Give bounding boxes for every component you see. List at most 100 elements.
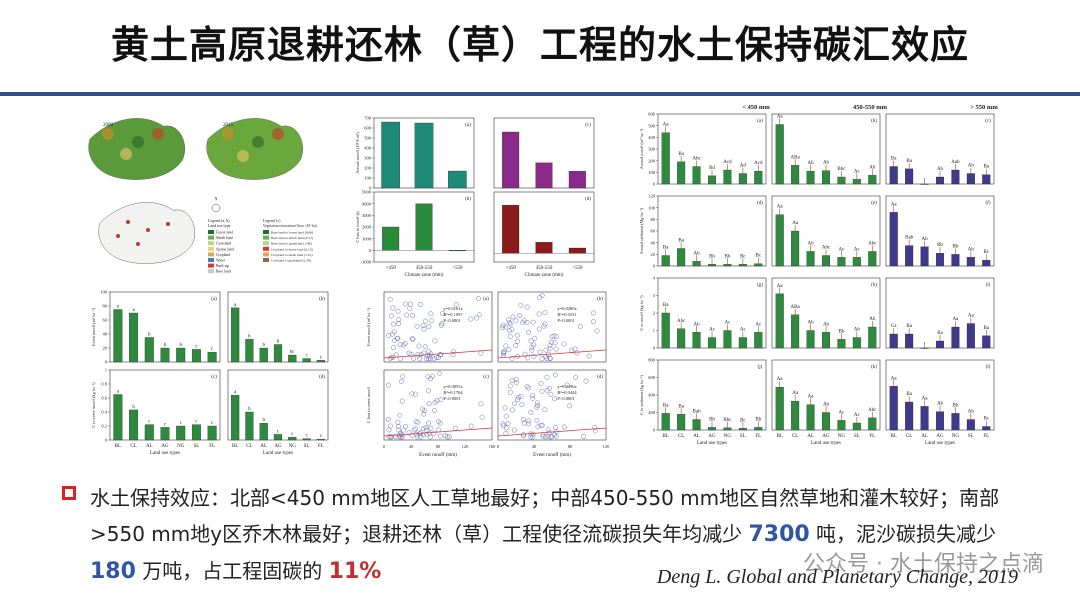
legend2-item: Bare land to forest land (9.06) — [271, 231, 314, 235]
scatter-point — [507, 328, 512, 334]
scatter-point — [586, 353, 592, 359]
scatter-point — [396, 427, 402, 433]
page-title: 黄土高原退耕还林（草）工程的水土保持碳汇效应 — [110, 23, 969, 67]
sig-letter: Ac — [839, 410, 846, 415]
scatter-point — [530, 395, 536, 401]
scatter-point — [536, 326, 542, 332]
scatter-point — [428, 425, 434, 431]
legend-swatch — [208, 241, 214, 246]
y-tick-label: 0.8 — [101, 382, 107, 387]
zone-landuse-svg: < 450 mm 450-550 mm > 550 mm Aa Ba Abc Bd Acd Ad… — [639, 104, 998, 446]
column-header: 450-550 mm — [853, 104, 888, 111]
scatter-point — [518, 394, 524, 399]
summary-part-3: 万吨，占工程固碳的 — [135, 559, 329, 583]
x-tick-label: 0 — [497, 444, 500, 449]
sig-letter: b — [179, 343, 182, 348]
scatter-point — [552, 396, 557, 402]
scatter-point — [408, 301, 413, 307]
scatter-point — [415, 352, 421, 358]
bar — [868, 175, 877, 185]
sig-letter: Ab — [808, 321, 815, 326]
tick-label: CL — [678, 434, 684, 439]
scatter-point — [398, 378, 404, 384]
scatter-point — [521, 420, 527, 426]
tick-label: BL — [232, 444, 238, 449]
bar-panel: a b b b bc c c (b) — [227, 291, 329, 363]
bar — [951, 326, 960, 349]
bar — [113, 394, 123, 441]
y-tick-label: 600 — [648, 375, 656, 380]
y-tick-label: 0 — [653, 428, 656, 433]
scatter-point — [592, 425, 598, 430]
y-tick-label: 2 — [653, 311, 655, 316]
climate-zone-svg: 0 100 200 300 400 500 600 700 (a) Annual runoff (… — [355, 116, 595, 278]
bar — [692, 166, 701, 185]
sig-letter: Bb — [839, 329, 845, 334]
panel-letter: (b) — [319, 297, 325, 302]
sig-letter: Aa — [922, 396, 929, 401]
sig-letter: c — [195, 344, 198, 349]
scatter-point — [453, 302, 459, 307]
bar — [935, 176, 945, 185]
scatter-point — [549, 334, 555, 340]
sig-letter: Aa — [792, 391, 799, 396]
legend1-title: Legend (a, b) — [208, 218, 230, 224]
panel-letter: (c) — [211, 375, 217, 380]
y-tick-label: 20 — [651, 252, 656, 257]
bar — [966, 257, 975, 267]
tick-label: AL — [807, 434, 814, 439]
sig-letter: Bbc — [837, 167, 846, 172]
x-tick-label: 80 — [436, 444, 441, 449]
sig-letter: Ba — [906, 324, 912, 329]
y-axis-label: Annual runoff (m³ ha⁻¹) — [639, 128, 644, 169]
panel-frame — [493, 191, 595, 263]
scatter-point — [407, 305, 413, 311]
panel-letter: (c) — [585, 123, 591, 128]
sig-letter: Bb — [937, 243, 943, 248]
y-tick-label: 300 — [648, 147, 656, 152]
sig-letter: Ba — [906, 392, 912, 397]
regression-line — [497, 427, 607, 437]
sig-letter: b — [262, 343, 265, 348]
scatter-point — [423, 356, 429, 362]
scatter-point — [422, 318, 428, 324]
panel-letter: (h) — [871, 283, 877, 288]
bar — [775, 293, 784, 349]
bar — [806, 330, 815, 349]
bar — [837, 339, 846, 349]
scatter-point — [522, 351, 528, 357]
legend1-item: Water — [216, 259, 226, 263]
y-axis-label: Event runoff (m³ ha⁻¹) — [91, 307, 96, 346]
restoration-point — [116, 234, 120, 238]
bar — [723, 264, 732, 267]
summary-value-sediment: 180 — [90, 559, 136, 584]
scatter-point — [409, 433, 415, 438]
x-axis-label: Climate zone (mm) — [525, 273, 564, 278]
scatter-point — [538, 422, 544, 428]
bar — [754, 171, 763, 185]
map-figure-svg: 2000 2015 N Legend (a, b)Land use type Fores… — [88, 118, 318, 274]
legend1-sub: Land use type — [208, 223, 231, 228]
sig-letter: Bb — [709, 417, 715, 422]
scatter-point — [392, 434, 398, 439]
y-tick-label: 600 — [364, 126, 372, 131]
scatter-point — [479, 414, 485, 420]
scatter-point — [395, 419, 401, 425]
scatter-point — [551, 333, 557, 339]
bar — [951, 254, 960, 267]
sig-letter: Ac — [709, 328, 716, 333]
compass-n-label: N — [215, 196, 218, 201]
scatter-point — [542, 310, 548, 315]
bar — [920, 183, 929, 185]
x-axis-label: Land use types — [697, 441, 727, 446]
bar-panel: Aa Aa Ab Abc Ac Ac Abc (e) — [771, 195, 881, 267]
bar-panel: 0 100 200 300 400 500 600 700 (a) Annual runoff (… — [355, 116, 475, 191]
scatter-point — [521, 417, 526, 422]
bar — [302, 358, 311, 363]
scatter-point — [402, 301, 408, 307]
sig-letter: c — [320, 355, 323, 360]
bar-panel: Aa Bab Ab Bb Bb Ab Bc (f) — [885, 195, 995, 267]
bar — [966, 323, 975, 349]
